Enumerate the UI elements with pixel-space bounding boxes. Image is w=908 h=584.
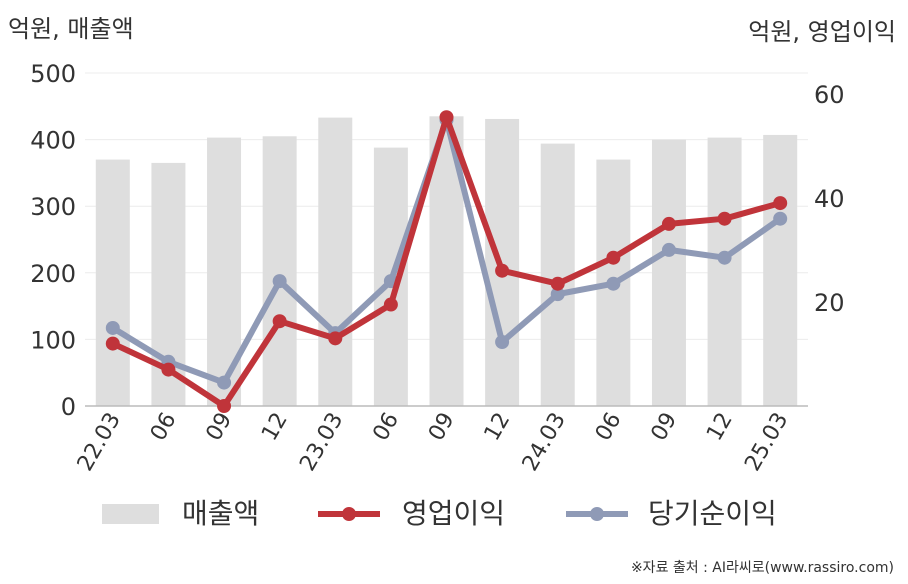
point-operating-profit xyxy=(383,297,398,312)
point-operating-profit xyxy=(272,314,287,329)
source-note: ※자료 출처 : AI라씨로(www.rassiro.com) xyxy=(631,560,894,576)
point-operating-profit xyxy=(773,196,788,211)
point-operating-profit xyxy=(495,263,510,278)
right-axis-label: 억원, 영업이익 xyxy=(748,18,896,46)
point-operating-profit xyxy=(717,211,732,226)
left-tick-label: 500 xyxy=(30,60,76,88)
point-operating-profit xyxy=(661,216,676,231)
legend-marker-net-income xyxy=(590,507,604,521)
left-axis-label: 억원, 매출액 xyxy=(8,15,134,43)
x-tick-label: 12 xyxy=(480,408,516,445)
point-net-income xyxy=(717,250,732,265)
right-axis-ticks: 20 40 60 xyxy=(814,81,845,317)
x-tick-label: 22.03 xyxy=(73,409,126,476)
right-tick-label: 20 xyxy=(814,289,845,317)
point-operating-profit xyxy=(217,399,232,413)
left-tick-label: 0 xyxy=(61,393,76,421)
point-net-income xyxy=(773,211,788,226)
x-tick-label: 06 xyxy=(368,409,404,446)
bar-revenue xyxy=(763,134,798,407)
revenue-bars xyxy=(95,116,798,407)
point-operating-profit xyxy=(161,362,176,377)
point-operating-profit xyxy=(105,336,120,351)
x-tick-label: 09 xyxy=(647,409,683,446)
bar-revenue xyxy=(262,136,297,406)
x-tick-label: 06 xyxy=(591,409,627,446)
point-net-income xyxy=(272,274,287,289)
x-tick-label: 09 xyxy=(424,409,460,446)
point-net-income xyxy=(550,287,565,302)
point-operating-profit xyxy=(439,110,454,125)
left-tick-label: 200 xyxy=(30,260,76,288)
legend-marker-operating-profit xyxy=(342,507,356,521)
right-tick-label: 60 xyxy=(814,81,845,109)
point-net-income xyxy=(495,335,510,350)
bar-revenue xyxy=(707,137,742,407)
x-tick-label: 12 xyxy=(257,409,293,446)
x-tick-label: 24.03 xyxy=(518,409,571,476)
x-tick-label: 06 xyxy=(146,409,182,446)
x-tick-label: 09 xyxy=(202,409,238,446)
bar-revenue xyxy=(540,143,575,406)
point-net-income xyxy=(217,375,232,390)
legend-label-operating-profit: 영업이익 xyxy=(402,497,505,530)
legend-swatch-revenue xyxy=(102,504,159,524)
x-axis-ticks: 22.03 06 09 12 23.03 06 09 12 24.03 06 09 12 25.03 xyxy=(73,408,794,475)
point-operating-profit xyxy=(328,331,343,346)
left-tick-label: 100 xyxy=(30,326,76,354)
profit-lines xyxy=(105,110,788,413)
left-tick-label: 400 xyxy=(30,127,76,155)
legend: 매출액 영업이익 당기순이익 xyxy=(102,497,777,530)
point-operating-profit xyxy=(550,276,565,291)
left-tick-label: 300 xyxy=(30,193,76,221)
left-axis-ticks: 0 100 200 300 400 500 xyxy=(30,60,76,421)
legend-label-net-income: 당기순이익 xyxy=(648,497,777,530)
x-tick-label: 23.03 xyxy=(295,409,348,476)
point-net-income xyxy=(105,320,120,335)
bar-revenue xyxy=(651,139,686,406)
bar-revenue xyxy=(318,117,353,406)
x-tick-label: 12 xyxy=(702,409,738,446)
x-tick-label: 25.03 xyxy=(740,409,793,476)
point-net-income xyxy=(661,242,676,257)
legend-label-revenue: 매출액 xyxy=(182,497,259,530)
point-net-income xyxy=(606,276,621,291)
bar-revenue xyxy=(95,159,130,406)
right-tick-label: 40 xyxy=(814,185,845,213)
point-operating-profit xyxy=(606,250,621,265)
